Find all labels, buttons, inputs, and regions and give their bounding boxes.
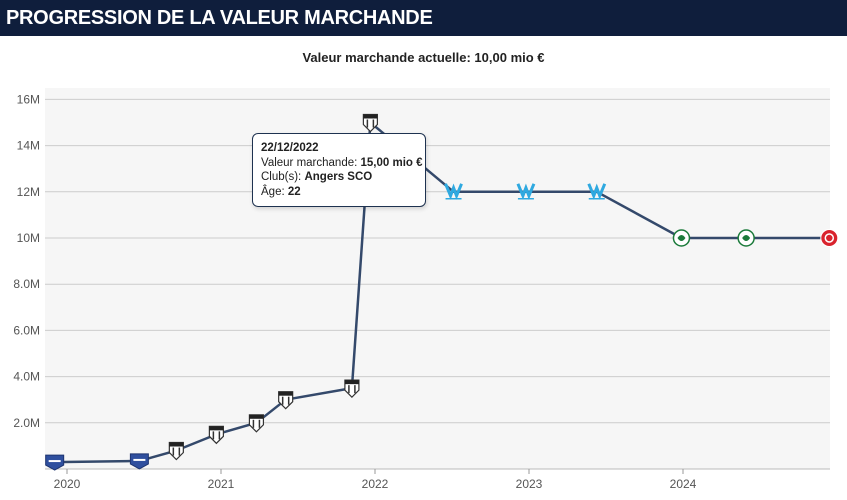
current-market-value: Valeur marchande actuelle: 10,00 mio € xyxy=(302,50,545,65)
angers-sco-badge-icon xyxy=(208,425,224,445)
angers-sco-badge-icon xyxy=(168,441,184,461)
y-tick-label: 2.0M xyxy=(13,416,40,430)
y-tick-label: 8.0M xyxy=(13,277,40,291)
tooltip-age-label: Âge: xyxy=(261,185,285,198)
section-header: PROGRESSION DE LA VALEUR MARCHANDE xyxy=(0,0,847,36)
y-tick-label: 10M xyxy=(17,231,40,245)
y-tick-label: 16M xyxy=(17,92,40,106)
tooltip-value-label: Valeur marchande: xyxy=(261,156,358,169)
tooltip-value-row: Valeur marchande: 15,00 mio € xyxy=(261,156,423,171)
tooltip-date: 22/12/2022 xyxy=(261,142,319,154)
x-tick-label: 2022 xyxy=(362,477,389,491)
panathinaikos-badge-icon xyxy=(737,229,755,247)
tooltip-club-row: Club(s): Angers SCO xyxy=(261,170,417,185)
angers-sco-badge-icon xyxy=(248,414,265,433)
angers-sco-badge-icon xyxy=(362,113,378,133)
y-tick-label: 12M xyxy=(17,185,40,199)
section-title: PROGRESSION DE LA VALEUR MARCHANDE xyxy=(6,6,433,29)
y-tick-label: 4.0M xyxy=(13,370,40,384)
panathinaikos-badge-icon xyxy=(672,229,691,247)
marseille-badge-icon xyxy=(587,183,607,200)
tooltip-club-label: Club(s): xyxy=(261,171,302,183)
tooltip-age: 22 xyxy=(287,185,301,198)
troyes-badge-icon xyxy=(45,454,65,471)
x-tick-label: 2020 xyxy=(54,477,81,491)
marseille-badge-icon xyxy=(516,183,536,200)
angers-sco-badge-icon xyxy=(344,379,360,398)
x-tick-label: 2021 xyxy=(208,477,235,491)
y-tick-label: 14M xyxy=(17,139,40,153)
x-tick-label: 2024 xyxy=(670,477,697,491)
y-tick-label: 6.0M xyxy=(13,323,40,337)
troyes-badge-icon xyxy=(129,453,149,470)
red-club-badge-icon xyxy=(820,229,839,247)
x-tick-label: 2023 xyxy=(516,477,543,491)
chart-tooltip: 22/12/2022 Valeur marchande: 15,00 mio €… xyxy=(252,133,426,207)
marseille-badge-icon xyxy=(444,183,463,200)
tooltip-age-row: Âge: 22 xyxy=(261,185,417,200)
tooltip-club: Angers SCO xyxy=(304,171,373,183)
tooltip-value: 15,00 mio € xyxy=(360,156,423,169)
angers-sco-badge-icon xyxy=(278,391,294,410)
plot-area xyxy=(45,88,830,469)
